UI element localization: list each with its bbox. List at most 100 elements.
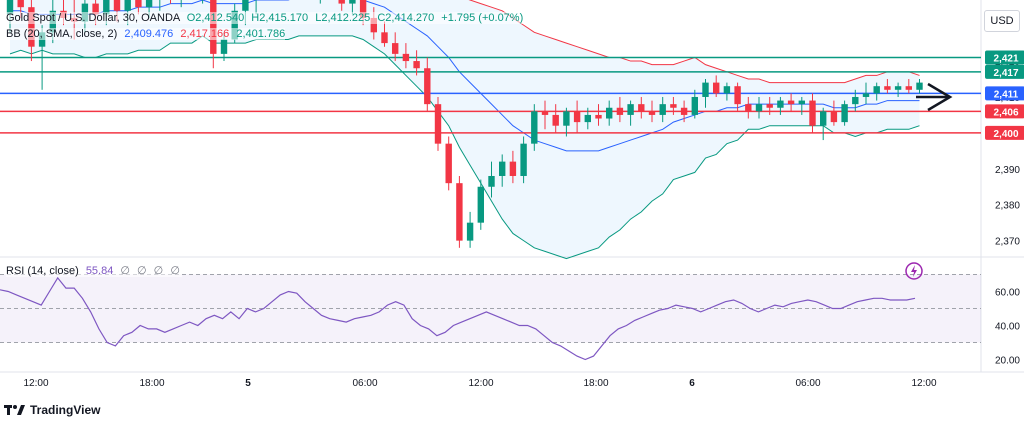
- bb-legend[interactable]: BB (20, SMA, close, 2) 2,409.476 2,417.1…: [6, 28, 286, 40]
- time-tick-label: 06:00: [352, 378, 377, 389]
- time-axis[interactable]: 12:00 18:00 5 06:00 12:00 18:00 6 06:00 12:00: [23, 378, 936, 389]
- candle-body: [113, 0, 121, 11]
- candle-body: [798, 100, 805, 105]
- candle-body: [916, 82, 923, 90]
- candle-body: [573, 111, 581, 123]
- candle-body: [381, 32, 388, 44]
- candle-body: [17, 0, 24, 8]
- bb-upper-line: [468, 0, 920, 84]
- change-value: +1.795 (+0.07%): [441, 12, 524, 24]
- candle-body: [541, 111, 549, 115]
- level-label: 2,400: [993, 129, 1018, 140]
- candle-body: [370, 17, 377, 33]
- candle-body: [766, 104, 773, 108]
- candle-body: [638, 104, 645, 112]
- level-label-bg: [985, 86, 1024, 101]
- arrow-head: [927, 82, 953, 112]
- horizontal-levels-group[interactable]: [0, 56, 981, 134]
- candle-body: [135, 0, 142, 8]
- candle-body: [456, 183, 463, 241]
- candle-body: [488, 175, 495, 187]
- candle-body: [755, 104, 763, 112]
- level-label-bg: [985, 50, 1024, 65]
- level-label: 2,417: [993, 68, 1018, 79]
- close-value: C2,414.270: [377, 12, 435, 24]
- bb-middle-value: 2,409.476: [124, 28, 174, 40]
- low-value: L2,412.225: [315, 12, 371, 24]
- candle-body: [210, 0, 217, 54]
- candle-body: [723, 86, 731, 94]
- bb-label: BB (20, SMA, close, 2): [6, 28, 118, 40]
- candle-body: [338, 0, 345, 4]
- price-tick-label: 2,390: [995, 165, 1020, 176]
- bb-lower-value: 2,401.786: [236, 28, 286, 40]
- candle-body: [92, 3, 99, 15]
- candle-body: [670, 104, 677, 108]
- rsi-legend[interactable]: RSI (14, close) 55.84 ∅ ∅ ∅ ∅: [6, 264, 182, 277]
- candle-body: [402, 53, 410, 62]
- candle-body: [434, 104, 442, 144]
- rsi-value: 55.84: [85, 265, 114, 277]
- level-label: 2,406: [993, 107, 1018, 118]
- rsi-tick-label: 40.00: [995, 322, 1020, 333]
- trend-arrow[interactable]: [916, 82, 953, 112]
- candle-body: [520, 143, 527, 176]
- level-labels-group: 2,421 2,417 2,411 2,406 2,400: [985, 50, 1024, 140]
- candle-body: [905, 86, 912, 90]
- level-label-bg: [985, 125, 1024, 140]
- candle-body: [584, 114, 591, 123]
- candle-body: [28, 7, 35, 47]
- level-label-bg: [985, 104, 1024, 119]
- candle-body: [841, 104, 848, 123]
- candle-body: [563, 111, 570, 126]
- candle-body: [734, 86, 741, 105]
- candle-body: [413, 61, 420, 69]
- candle-body: [477, 186, 484, 223]
- rsi-line: [0, 276, 916, 361]
- candle-body: [499, 161, 506, 176]
- candle-body: [424, 68, 431, 105]
- lightning-icon[interactable]: [905, 262, 923, 280]
- rsi-label: RSI (14, close): [6, 265, 79, 277]
- candle-body: [445, 143, 452, 184]
- candle-body: [894, 86, 902, 90]
- high-value: H2,415.170: [251, 12, 309, 24]
- time-tick-label: 6: [689, 378, 695, 389]
- symbol-title: Gold Spot / U.S. Dollar, 30, OANDA: [6, 12, 180, 24]
- candle-body: [509, 161, 517, 176]
- rsi-extra-values: ∅ ∅ ∅ ∅: [120, 265, 182, 277]
- ohlc-legend[interactable]: Gold Spot / U.S. Dollar, 30, OANDA O2,41…: [6, 12, 524, 24]
- tradingview-logo[interactable]: TradingView: [4, 403, 100, 417]
- price-tick-label: 2,370: [995, 237, 1020, 248]
- candle-body: [884, 86, 891, 90]
- candle-body: [220, 39, 228, 54]
- level-label-bg: [985, 64, 1024, 79]
- candle-body: [616, 107, 624, 115]
- candle-body: [648, 111, 656, 115]
- rsi-panel: 60.00 40.00 20.00: [0, 274, 1020, 367]
- candle-body: [852, 96, 859, 105]
- tradingview-icon: [4, 405, 25, 415]
- candle-body: [702, 82, 709, 97]
- candle-body: [745, 104, 752, 112]
- candle-body: [6, 0, 14, 15]
- candle-body: [862, 93, 870, 97]
- candle-body: [145, 0, 153, 8]
- candle-body: [830, 111, 838, 123]
- candle-body: [873, 86, 880, 94]
- level-label: 2,411: [994, 89, 1019, 100]
- rsi-tick-label: 20.00: [995, 356, 1020, 367]
- candle-body: [606, 107, 613, 119]
- candle-body: [809, 100, 816, 126]
- candle-body: [820, 111, 827, 126]
- level-label: 2,421: [993, 53, 1018, 64]
- rsi-tick-label: 60.00: [995, 288, 1020, 299]
- currency-button[interactable]: USD: [984, 10, 1020, 32]
- candle-body: [659, 104, 666, 115]
- candle-body: [691, 96, 698, 115]
- candle-body: [595, 114, 602, 119]
- candle-body: [124, 0, 131, 11]
- time-tick-label: 12:00: [23, 378, 48, 389]
- bb-lower-line: [9, 35, 920, 260]
